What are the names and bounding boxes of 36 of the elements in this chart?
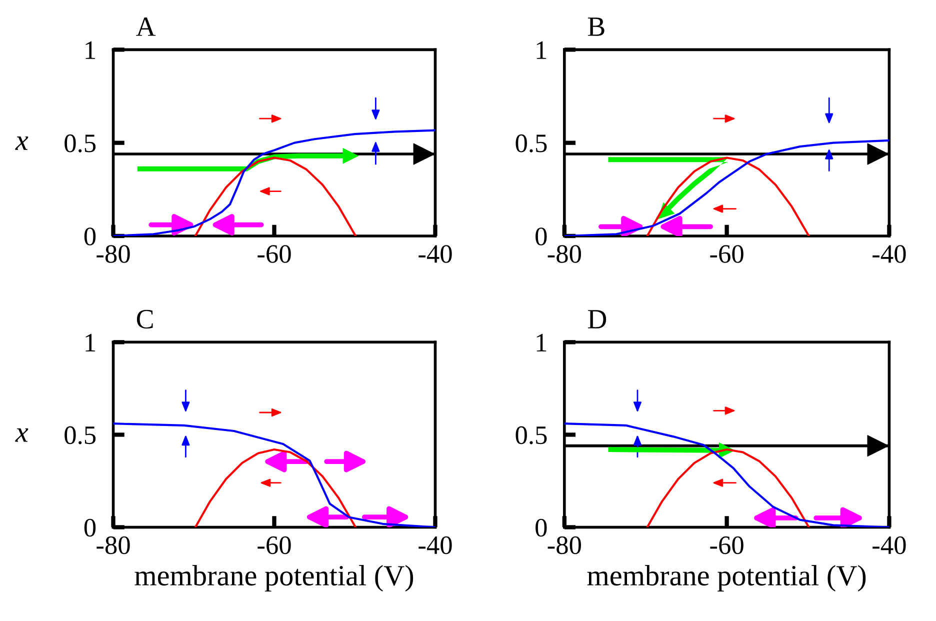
x-tick-label: -80: [96, 245, 130, 263]
x-tick-label: -60: [258, 245, 291, 263]
chart-title: C: [136, 310, 153, 329]
line-series: [646, 448, 810, 528]
y-tick-label: 0.5: [64, 134, 96, 152]
x-tick-label: -40: [418, 245, 452, 263]
x-tick-label: -60: [710, 536, 744, 554]
y-tick-label: 1: [536, 334, 546, 352]
chart-title: D: [588, 310, 606, 328]
y-tick-label: 0: [536, 228, 547, 246]
y-tick-label: 0.5: [516, 134, 547, 152]
x-tick-label: -60: [710, 245, 744, 263]
y-tick-label: 1: [86, 41, 96, 59]
y-tick-label: 1: [536, 41, 546, 59]
y-tick-label: 1: [86, 334, 96, 352]
x-tick-label: -40: [418, 536, 452, 554]
y-tick-label: 0: [536, 518, 547, 537]
y-axis-title: x: [15, 136, 28, 150]
chart-title: A: [136, 17, 156, 36]
y-tick-label: 0.5: [64, 426, 96, 444]
x-tick-label: -80: [548, 245, 581, 263]
line-series: [194, 156, 357, 236]
y-tick-label: 0: [84, 228, 96, 246]
y-tick-label: 0.5: [516, 426, 547, 444]
y-tick-label: 0: [84, 518, 96, 537]
x-tick-label: -60: [258, 536, 291, 554]
line-series: [194, 448, 357, 528]
line-series: [646, 156, 810, 236]
chart-title: B: [588, 18, 604, 36]
x-tick-label: -80: [96, 536, 130, 554]
x-tick-label: -40: [872, 245, 906, 263]
x-tick-label: -40: [872, 536, 906, 554]
x-axis-title: membrane potential (V): [134, 565, 414, 592]
x-axis-title: membrane potential (V): [587, 565, 866, 592]
x-tick-label: -80: [548, 536, 581, 554]
y-axis-title: x: [15, 428, 28, 442]
